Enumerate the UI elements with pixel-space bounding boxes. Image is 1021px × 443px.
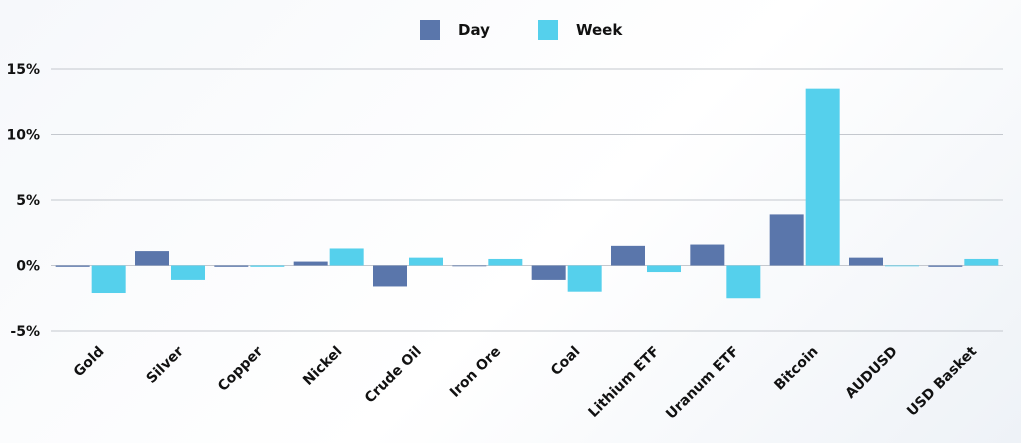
- y-axis-ticks: -5% 0% 5% 10% 15%: [6, 62, 40, 340]
- bar-day-usd-basket: [928, 265, 963, 267]
- y-tick-label: 0%: [16, 259, 40, 275]
- bar-day-coal: [531, 265, 566, 280]
- bar-day-uranum-etf: [690, 244, 725, 266]
- bar-week-silver: [171, 265, 205, 280]
- x-tick-label: Bitcoin: [771, 344, 821, 394]
- bars: [55, 88, 999, 299]
- x-axis-categories: Gold Silver Copper Nickel Crude Oil Iron Ore C…: [71, 343, 981, 422]
- bar-week-iron-ore: [488, 258, 523, 266]
- bar-day-lithium-etf: [611, 245, 645, 266]
- x-tick-label: Coal: [548, 344, 583, 379]
- grid-lines: [51, 68, 1003, 332]
- bar-day-nickel: [293, 261, 328, 266]
- bar-day-copper: [214, 265, 249, 267]
- bar-week-bitcoin: [805, 88, 840, 266]
- legend: Day Week: [420, 20, 623, 40]
- legend-swatch-week: [538, 20, 558, 40]
- bar-day-crude-oil: [373, 265, 407, 287]
- bar-week-usd-basket: [964, 258, 999, 266]
- x-tick-label: AUDUSD: [843, 344, 901, 402]
- bar-week-crude-oil: [409, 257, 443, 266]
- y-tick-label: 10%: [6, 128, 40, 144]
- x-tick-label: Lithium ETF: [586, 344, 663, 421]
- x-tick-label: Uranum ETF: [663, 344, 742, 423]
- bar-week-gold: [91, 265, 126, 294]
- x-tick-label: Nickel: [300, 344, 345, 389]
- x-tick-label: Copper: [215, 343, 266, 394]
- bar-day-gold: [55, 265, 90, 267]
- bar-day-audusd: [849, 257, 883, 266]
- x-tick-label: Crude Oil: [362, 344, 425, 407]
- x-tick-label: Iron Ore: [447, 344, 504, 401]
- legend-swatch-day: [420, 20, 440, 40]
- legend-label-day: Day: [458, 21, 490, 39]
- bar-week-nickel: [329, 248, 364, 266]
- x-tick-label: Silver: [144, 343, 187, 386]
- bar-day-silver: [135, 251, 169, 266]
- bar-week-audusd: [885, 265, 919, 267]
- y-tick-label: 5%: [16, 193, 40, 209]
- x-tick-label: Gold: [71, 344, 108, 381]
- legend-label-week: Week: [576, 21, 623, 39]
- bar-week-coal: [567, 265, 602, 292]
- x-tick-label: USD Basket: [904, 343, 980, 419]
- y-tick-label: -5%: [10, 324, 40, 340]
- bar-week-uranum-etf: [726, 265, 761, 299]
- bar-day-iron-ore: [452, 265, 487, 267]
- bar-week-copper: [250, 265, 285, 267]
- bar-week-lithium-etf: [647, 265, 681, 273]
- y-tick-label: 15%: [6, 62, 40, 78]
- bar-day-bitcoin: [769, 214, 804, 266]
